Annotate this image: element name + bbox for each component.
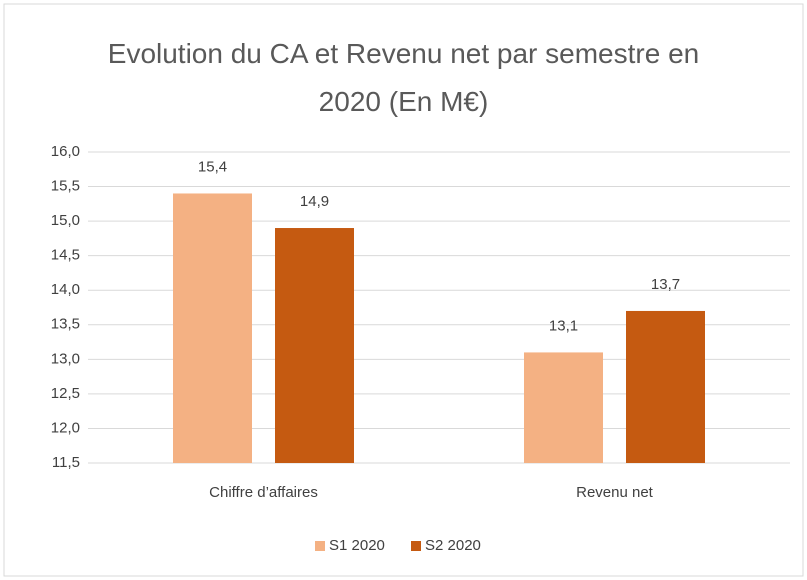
- legend-swatch: [315, 541, 325, 551]
- y-tick-label: 16,0: [51, 143, 80, 160]
- data-label: 13,7: [651, 276, 680, 293]
- y-tick-label: 12,0: [51, 419, 80, 436]
- data-label: 13,1: [549, 317, 578, 334]
- bar: [173, 193, 252, 463]
- y-tick-label: 13,0: [51, 350, 80, 367]
- y-tick-label: 11,5: [52, 454, 80, 471]
- y-tick-label: 12,5: [51, 385, 80, 402]
- y-tick-label: 15,0: [51, 212, 80, 229]
- x-tick-label: Revenu net: [576, 484, 654, 501]
- bar: [626, 310, 705, 463]
- legend-label: S1 2020: [329, 537, 385, 554]
- y-tick-label: 15,5: [51, 178, 80, 195]
- bar: [524, 352, 603, 463]
- y-tick-label: 13,5: [51, 316, 80, 333]
- x-tick-label: Chiffre d’affaires: [209, 484, 318, 501]
- legend-swatch: [411, 541, 421, 551]
- bar: [275, 228, 354, 463]
- y-tick-label: 14,0: [51, 281, 80, 298]
- data-label: 15,4: [198, 158, 227, 175]
- data-label: 14,9: [300, 193, 329, 210]
- legend-label: S2 2020: [425, 537, 481, 554]
- chart-title: Evolution du CA et Revenu net par semest…: [107, 38, 700, 117]
- y-tick-label: 14,5: [51, 247, 80, 264]
